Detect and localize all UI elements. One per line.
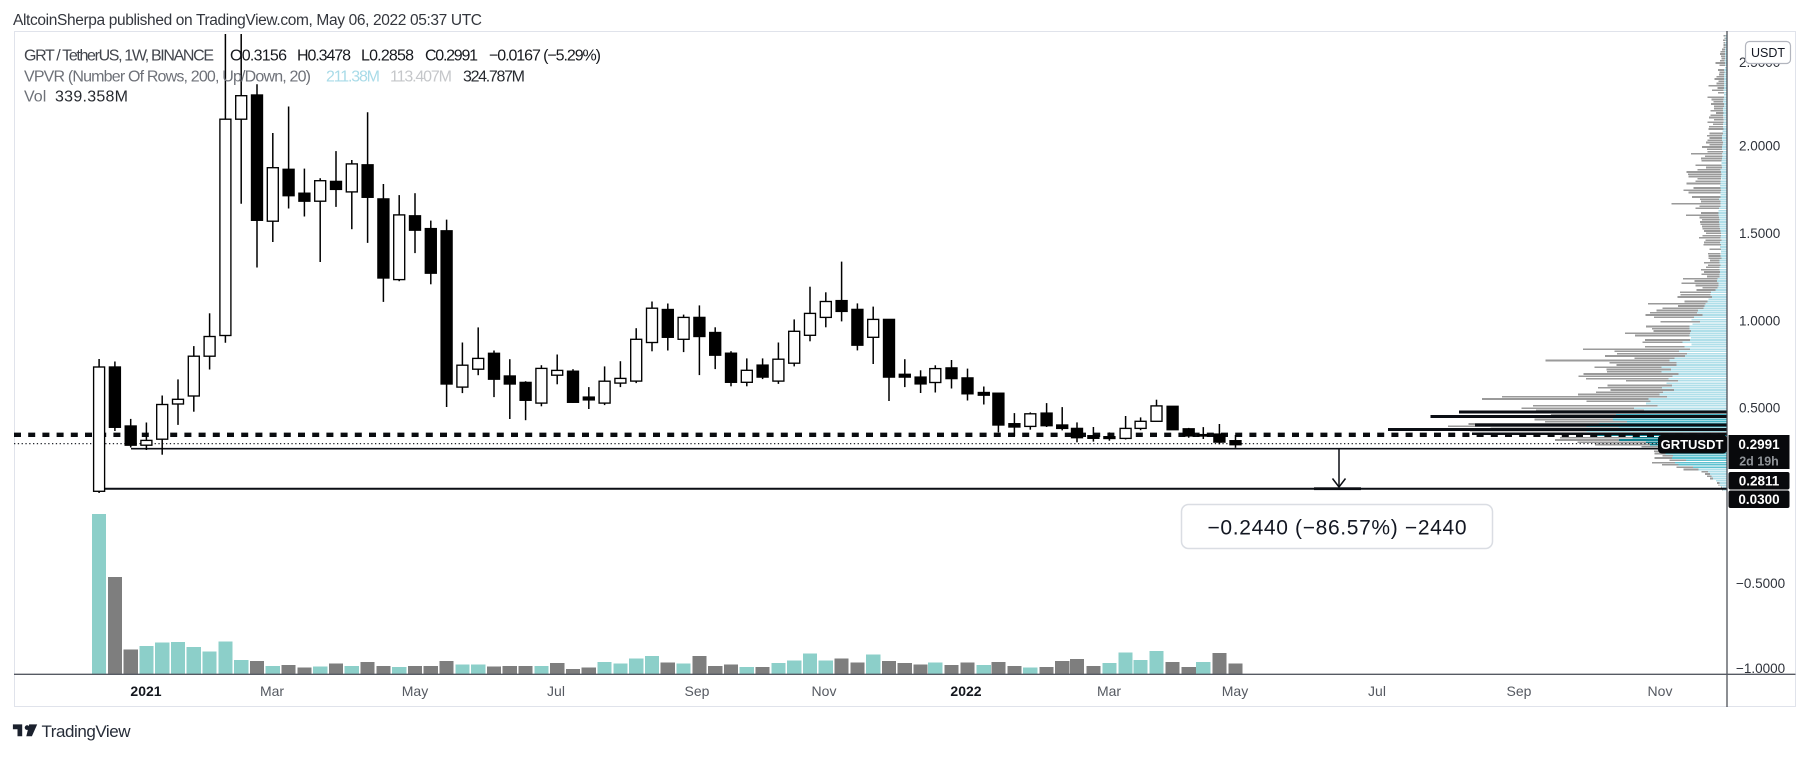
svg-text:GRT / TetherUS, 1W, BINANCE: GRT / TetherUS, 1W, BINANCE: [24, 48, 214, 65]
svg-text:2021: 2021: [130, 683, 161, 699]
svg-text:−0.2440 (−86.57%) −2440: −0.2440 (−86.57%) −2440: [1208, 517, 1467, 540]
svg-text:324.787M: 324.787M: [463, 68, 525, 85]
svg-text:H0.3478: H0.3478: [297, 48, 351, 65]
svg-text:113.407M: 113.407M: [390, 68, 452, 85]
svg-text:339.358M: 339.358M: [55, 89, 128, 106]
svg-text:1.0000: 1.0000: [1739, 314, 1780, 329]
svg-text:C0.2991: C0.2991: [425, 48, 478, 65]
svg-text:0.0300: 0.0300: [1738, 492, 1779, 507]
svg-text:GRTUSDT: GRTUSDT: [1661, 437, 1724, 452]
svg-text:VPVR (Number Of Rows, 200, Up/: VPVR (Number Of Rows, 200, Up/Down, 20): [24, 68, 311, 85]
svg-text:0.2811: 0.2811: [1739, 474, 1780, 489]
svg-text:2d 19h: 2d 19h: [1739, 455, 1779, 469]
svg-text:2.0000: 2.0000: [1739, 139, 1780, 154]
svg-text:2022: 2022: [950, 683, 981, 699]
svg-text:0.5000: 0.5000: [1739, 401, 1780, 416]
svg-text:O0.3156: O0.3156: [230, 48, 287, 65]
svg-text:1.5000: 1.5000: [1739, 226, 1780, 241]
svg-text:TradingView: TradingView: [42, 722, 132, 741]
svg-text:−1.0000: −1.0000: [1736, 661, 1785, 676]
svg-text:Jul: Jul: [1368, 683, 1386, 699]
svg-text:Mar: Mar: [260, 683, 284, 699]
svg-text:−0.5000: −0.5000: [1736, 576, 1785, 591]
svg-text:USDT: USDT: [1751, 46, 1785, 60]
svg-text:Jul: Jul: [547, 683, 565, 699]
svg-text:211.38M: 211.38M: [326, 68, 380, 85]
svg-text:0.2991: 0.2991: [1738, 437, 1780, 452]
svg-text:AltcoinSherpa published on Tra: AltcoinSherpa published on TradingView.c…: [13, 12, 482, 29]
svg-text:May: May: [402, 683, 428, 699]
svg-text:Vol: Vol: [24, 89, 46, 106]
svg-text:Mar: Mar: [1097, 683, 1121, 699]
svg-text:May: May: [1222, 683, 1248, 699]
svg-text:L0.2858: L0.2858: [361, 48, 414, 65]
svg-text:Sep: Sep: [685, 683, 710, 699]
svg-text:−0.0167 (−5.29%): −0.0167 (−5.29%): [489, 48, 601, 65]
svg-text:Nov: Nov: [1648, 683, 1673, 699]
svg-text:Nov: Nov: [812, 683, 837, 699]
svg-text:Sep: Sep: [1507, 683, 1532, 699]
